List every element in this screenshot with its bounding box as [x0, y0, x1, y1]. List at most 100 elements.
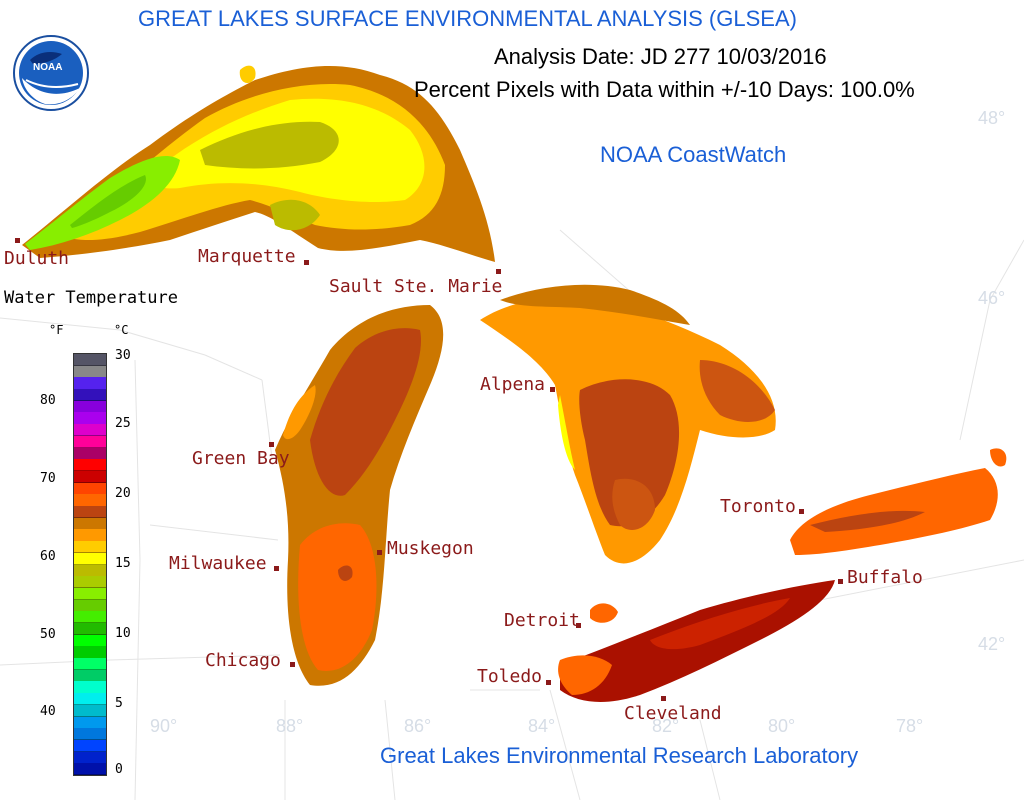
city-marker: [838, 579, 843, 584]
city-marker: [15, 238, 20, 243]
latitude-label: 48°: [978, 108, 1006, 128]
longitude-label: 82°: [652, 716, 680, 736]
city-marker: [377, 550, 382, 555]
longitude-label: 88°: [276, 716, 304, 736]
legend-swatch: [74, 564, 106, 577]
city-marker: [304, 260, 309, 265]
city-marker: [661, 696, 666, 701]
lake-ontario: [790, 468, 998, 555]
legend-swatch: [74, 517, 106, 530]
noaa-logo-text: NOAA: [33, 62, 63, 73]
legend-swatch: [74, 365, 106, 378]
state-boundaries: [0, 229, 1024, 800]
inland-lake: [990, 448, 1007, 467]
lake-st-clair: [590, 603, 618, 623]
longitude-label: 90°: [150, 716, 178, 736]
legend-tick-c: 15: [115, 556, 131, 571]
legend-swatch: [74, 529, 106, 542]
legend-tick-c: 0: [115, 762, 123, 777]
city-marker: [550, 387, 555, 392]
city-label-marquette: Marquette: [198, 246, 296, 267]
legend-swatch: [74, 622, 106, 636]
city-marker: [546, 680, 551, 685]
legend-tick-f: 60: [40, 549, 56, 564]
legend-swatch: [74, 693, 106, 706]
legend-unit-f: °F: [49, 323, 64, 337]
legend-swatch: [74, 646, 106, 659]
longitude-label: 80°: [768, 716, 796, 736]
legend-title: Water Temperature: [4, 288, 178, 308]
city-marker: [799, 509, 804, 514]
legend-tick-c: 10: [115, 626, 131, 641]
city-label-chicago: Chicago: [205, 650, 281, 671]
provider-text: NOAA CoastWatch: [600, 142, 787, 167]
longitude-label: 78°: [896, 716, 924, 736]
legend-tick-c: 5: [115, 696, 123, 711]
latitude-label: 42°: [978, 634, 1006, 654]
longitude-label: 84°: [528, 716, 556, 736]
legend-tick-f: 50: [40, 627, 56, 642]
coverage-text: Percent Pixels with Data within +/-10 Da…: [414, 77, 915, 102]
city-label-alpena: Alpena: [480, 374, 546, 395]
legend-swatch: [74, 506, 106, 519]
legend-swatch: [74, 704, 106, 718]
city-marker: [496, 269, 501, 274]
legend-swatch: [74, 412, 106, 425]
legend-color-bar: [73, 353, 107, 776]
legend-swatch: [74, 389, 106, 402]
legend-unit-c: °C: [114, 323, 129, 337]
legend-tick-c: 20: [115, 486, 131, 501]
legend-swatch: [74, 751, 106, 764]
legend-swatch: [74, 763, 106, 776]
city-label-muskegon: Muskegon: [387, 538, 474, 559]
city-marker: [576, 623, 581, 628]
legend-swatch: [74, 599, 106, 612]
legend-swatch: [74, 634, 106, 647]
legend-swatch: [74, 377, 106, 390]
legend-swatch: [74, 447, 106, 460]
city-label-toledo: Toledo: [477, 666, 543, 687]
city-label-toronto: Toronto: [720, 496, 796, 517]
noaa-logo-icon: [13, 35, 89, 111]
latitude-label: 46°: [978, 288, 1006, 308]
legend-tick-f: 70: [40, 471, 56, 486]
city-marker: [290, 662, 295, 667]
analysis-date: Analysis Date: JD 277 10/03/2016: [494, 44, 827, 69]
legend-swatch: [74, 494, 106, 507]
legend-swatch: [74, 354, 106, 367]
city-label-milwaukee: Milwaukee: [169, 553, 267, 574]
legend-swatch: [74, 576, 106, 589]
legend-swatch: [74, 669, 106, 682]
map-title: GREAT LAKES SURFACE ENVIRONMENTAL ANALYS…: [138, 6, 797, 31]
legend-swatch: [74, 681, 106, 694]
city-label-duluth: Duluth: [4, 248, 70, 269]
legend-swatch: [74, 658, 106, 671]
city-label-cleveland: Cleveland: [624, 703, 722, 724]
longitude-label: 86°: [404, 716, 432, 736]
legend-tick-f: 40: [40, 704, 56, 719]
legend-swatch: [74, 482, 106, 495]
city-marker: [269, 442, 274, 447]
legend-swatch: [74, 470, 106, 484]
legend-swatch: [74, 587, 106, 601]
legend-swatch: [74, 552, 106, 565]
legend-swatch: [74, 728, 106, 741]
city-label-sault-ste-marie: Sault Ste. Marie: [329, 276, 503, 297]
legend-swatch: [74, 611, 106, 624]
city-label-detroit: Detroit: [504, 610, 580, 631]
legend-tick-c: 25: [115, 416, 131, 431]
lake-huron: [480, 284, 776, 564]
legend-swatch: [74, 459, 106, 472]
city-markers: [15, 238, 843, 701]
legend-swatch: [74, 541, 106, 554]
legend-swatch: [74, 424, 106, 437]
lake-michigan: [275, 305, 444, 686]
legend-tick-c: 30: [115, 348, 131, 363]
city-marker: [274, 566, 279, 571]
city-label-green-bay: Green Bay: [192, 448, 290, 469]
legend-swatch: [74, 716, 106, 729]
lake-erie: [558, 580, 835, 702]
legend-swatch: [74, 739, 106, 753]
legend-swatch: [74, 400, 106, 413]
